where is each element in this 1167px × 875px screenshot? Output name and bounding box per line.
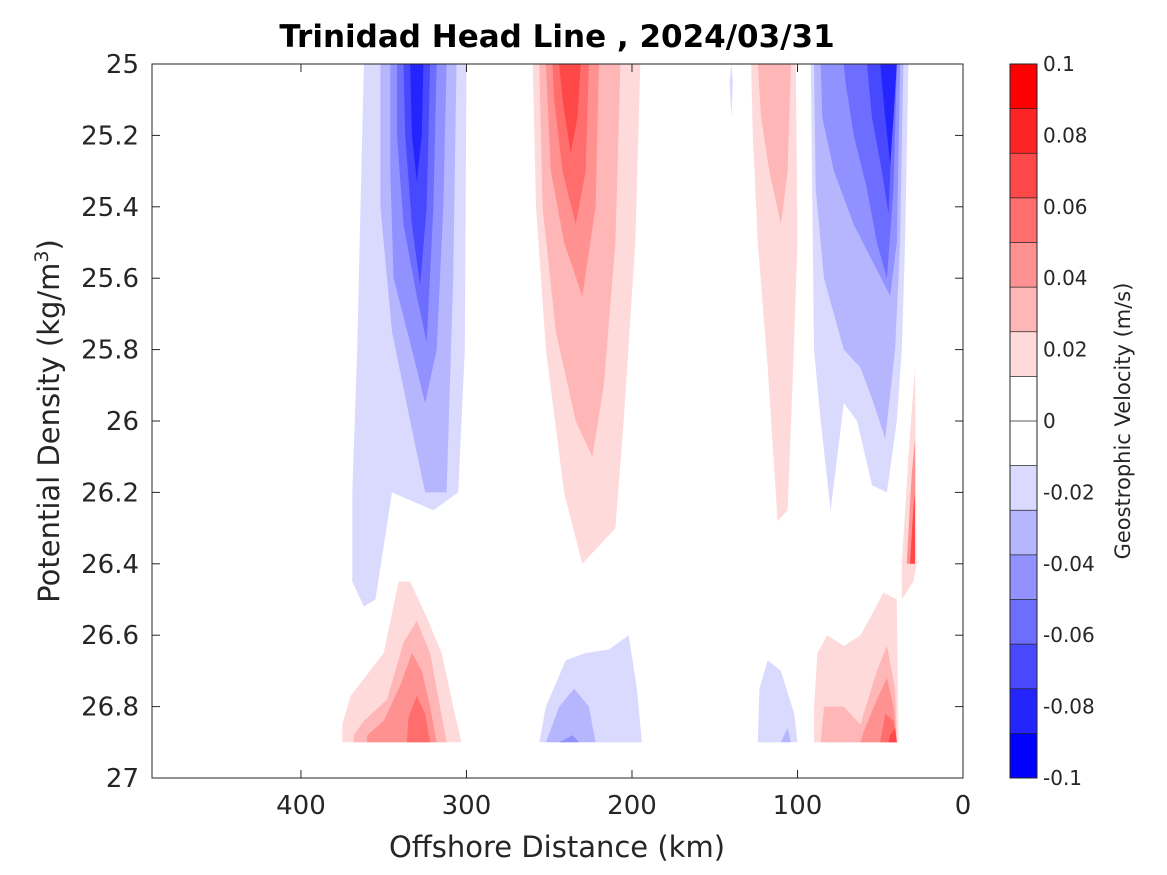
x-tick-label: 200 (607, 791, 657, 821)
colorbar-tick-label: 0.04 (1043, 266, 1088, 290)
y-tick-label: 26.6 (81, 621, 139, 651)
colorbar-frame (1009, 63, 1038, 779)
chart-title: Trinidad Head Line , 2024/03/31 (279, 19, 834, 55)
y-axis-label-superscript: 3 (31, 250, 53, 262)
contour-neg-deep-near-level-2 (780, 728, 791, 743)
colorbar-tick-label: -0.1 (1043, 766, 1082, 790)
x-axis: 400 300 200 100 0 (276, 64, 971, 821)
contour-neg-deep-near-level-1 (757, 660, 798, 743)
colorbar-label: Geostrophic Velocity (m/s) (1111, 283, 1135, 560)
colorbar-tick-label: 0.08 (1043, 123, 1088, 147)
colorbar-swatch (1010, 197, 1037, 243)
contour-pos-coast-edge-level-5 (910, 492, 915, 564)
colorbar-swatch (1010, 733, 1037, 779)
colorbar-swatch (1010, 644, 1037, 690)
x-tick-label: 100 (773, 791, 823, 821)
colorbar-tick-label: -0.04 (1043, 552, 1095, 576)
y-axis-label-close: ) (32, 239, 66, 250)
colorbar-tick-label: -0.06 (1043, 623, 1095, 647)
y-tick-label: 26.8 (81, 693, 139, 723)
y-tick-label: 26.2 (81, 478, 139, 508)
colorbar-swatch (1010, 510, 1037, 556)
colorbar-swatch (1010, 242, 1037, 288)
colorbar-swatch (1010, 554, 1037, 600)
colorbar-swatch (1010, 465, 1037, 511)
colorbar-tick-label: -0.02 (1043, 480, 1095, 504)
x-tick-label: 400 (276, 791, 326, 821)
colorbar-tick-label: -0.08 (1043, 695, 1095, 719)
y-axis: 25 25.2 25.4 25.6 25.8 26 26.2 26.4 26.6 26.8 27 (81, 50, 963, 794)
y-tick-label: 27 (106, 764, 139, 794)
contour-neg-speck-level-1 (729, 64, 733, 118)
colorbar-tick-label: 0 (1043, 409, 1056, 433)
contour-neg-coastal-level-6 (880, 64, 897, 164)
colorbar-swatch (1010, 376, 1037, 422)
colorbar: 0.1 0.08 0.06 0.04 0.02 0 -0.02 -0.04 -0.06 -0.08… (1009, 52, 1095, 790)
contour-neg-deep-mid-level-2 (545, 688, 596, 743)
x-axis-label: Offshore Distance (km) (389, 830, 725, 864)
contour-neg-offshore-level-6 (410, 64, 424, 182)
contour-pos-deep-offshore-level-4 (406, 695, 431, 743)
y-tick-label: 25.2 (81, 121, 139, 151)
colorbar-tick-label: 0.06 (1043, 195, 1088, 219)
y-tick-label: 26 (106, 407, 139, 437)
x-tick-label: 0 (955, 791, 972, 821)
colorbar-swatch (1010, 153, 1037, 199)
colorbar-swatch (1010, 599, 1037, 645)
y-tick-label: 25.6 (81, 264, 139, 294)
x-tick-label: 300 (442, 791, 492, 821)
contour-pos-mid-level-5 (559, 64, 581, 154)
colorbar-swatch (1010, 421, 1037, 467)
colorbar-swatch (1010, 688, 1037, 734)
colorbar-swatch (1010, 108, 1037, 154)
colorbar-swatch (1010, 331, 1037, 377)
contour-pos-deep-coastal-level-5 (888, 728, 897, 743)
colorbar-swatch (1010, 64, 1037, 110)
y-axis-label: Potential Density (kg/m3) (31, 239, 66, 603)
colorbar-tick-label: 0.02 (1043, 338, 1088, 362)
y-tick-label: 25.4 (81, 193, 139, 223)
contour-neg-deep-mid-level-3 (559, 735, 579, 743)
y-tick-label: 26.4 (81, 550, 139, 580)
contour-fills (342, 64, 917, 743)
colorbar-swatch (1010, 287, 1037, 333)
plot-area: 400 300 200 100 0 25 25.2 25.4 25.6 25.8 26 26.2 26… (81, 50, 971, 821)
colorbar-tick-label: 0.1 (1043, 52, 1075, 76)
contour-pos-nearshore-level-2 (757, 64, 791, 225)
y-tick-label: 25.8 (81, 336, 139, 366)
y-tick-label: 25 (106, 50, 139, 80)
y-axis-label-main: Potential Density (kg/m (32, 263, 66, 603)
